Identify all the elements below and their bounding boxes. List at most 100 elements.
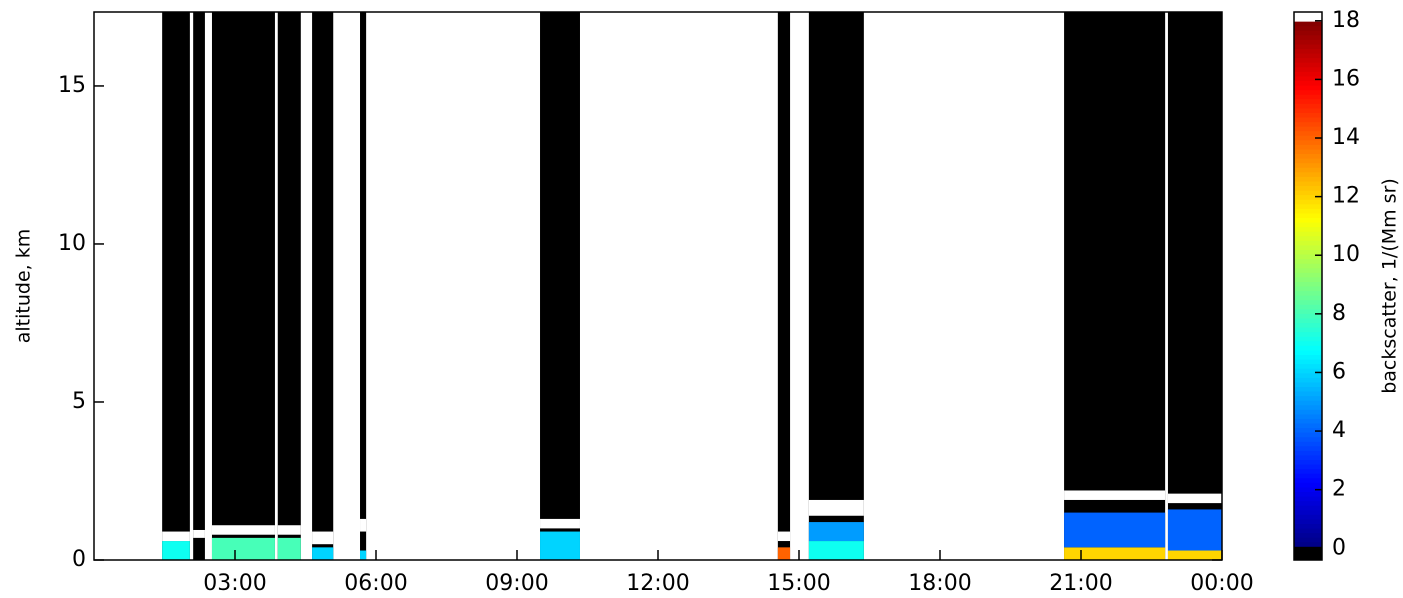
colorbar-step — [1294, 212, 1322, 218]
colorbar-step — [1294, 368, 1322, 374]
colorbar-step — [1294, 263, 1322, 269]
colorbar-step — [1294, 39, 1322, 45]
y-tick-label: 0 — [72, 547, 86, 572]
colorbar-step — [1294, 514, 1322, 520]
y-tick-label: 10 — [58, 231, 86, 256]
colorbar-step — [1294, 496, 1322, 502]
colorbar-step — [1294, 21, 1322, 27]
heatmap-cell — [277, 525, 301, 535]
colorbar-step — [1294, 345, 1322, 351]
colorbar-step — [1294, 30, 1322, 36]
colorbar-step — [1294, 139, 1322, 145]
colorbar-step — [1294, 317, 1322, 324]
heatmap-cell — [540, 531, 580, 560]
colorbar-tick-label: 18 — [1332, 8, 1360, 33]
x-tick-label: 15:00 — [767, 571, 830, 596]
colorbar-step — [1294, 505, 1322, 511]
colorbar-tick-label: 10 — [1332, 242, 1360, 267]
colorbar-step — [1294, 427, 1322, 433]
heatmap-cell — [1064, 512, 1166, 548]
colorbar-step — [1294, 546, 1322, 552]
colorbar-step — [1294, 537, 1322, 543]
colorbar-step — [1294, 550, 1322, 556]
colorbar-step — [1294, 62, 1322, 68]
heatmap-cell — [162, 531, 190, 542]
colorbar-step — [1294, 391, 1322, 397]
heatmap-cell — [211, 12, 275, 560]
colorbar-step — [1294, 194, 1322, 200]
colorbar-step — [1294, 327, 1322, 333]
heatmap-cell — [211, 537, 275, 560]
colorbar-step — [1294, 208, 1322, 214]
heatmap-cell — [312, 12, 334, 560]
colorbar-frame — [1293, 11, 1323, 561]
colorbar-step — [1294, 518, 1322, 524]
colorbar-step — [1294, 162, 1322, 168]
colorbar-step — [1294, 53, 1322, 59]
colorbar-step — [1294, 441, 1322, 447]
heatmap-cell — [808, 541, 864, 560]
heatmap-cell — [777, 547, 791, 560]
y-tick-label: 15 — [58, 73, 86, 98]
colorbar-step — [1294, 359, 1322, 365]
heatmap-cell — [1167, 493, 1222, 504]
x-tick-label: 09:00 — [485, 571, 548, 596]
colorbar-step — [1294, 491, 1322, 497]
colorbar-tick-label: 6 — [1332, 359, 1346, 384]
colorbar-step — [1294, 464, 1322, 470]
heatmap-cell — [777, 12, 791, 560]
colorbar-step — [1294, 555, 1322, 561]
colorbar-step — [1294, 126, 1322, 132]
heatmap-cell — [1167, 509, 1222, 551]
heatmap-cell — [540, 518, 580, 529]
colorbar-step — [1294, 103, 1322, 109]
colorbar-step — [1294, 272, 1322, 278]
colorbar-step — [1294, 523, 1322, 529]
colorbar-step — [1294, 404, 1322, 410]
heatmap-cell — [193, 12, 205, 560]
colorbar-step — [1294, 48, 1322, 54]
colorbar-tick-label: 14 — [1332, 125, 1360, 150]
x-tick-label: 18:00 — [908, 571, 971, 596]
colorbar-step — [1294, 149, 1322, 155]
colorbar-tick-label: 2 — [1332, 477, 1346, 502]
colorbar-step — [1294, 418, 1322, 424]
colorbar-step — [1294, 107, 1322, 113]
heatmap-cell — [808, 499, 864, 516]
colorbar-step — [1294, 66, 1322, 72]
colorbar-step — [1294, 372, 1322, 378]
colorbar-step — [1294, 180, 1322, 187]
colorbar-tick-label: 8 — [1332, 301, 1346, 326]
colorbar-step — [1294, 80, 1322, 86]
colorbar-step — [1294, 43, 1322, 50]
colorbar-step — [1294, 477, 1322, 483]
colorbar-step — [1294, 473, 1322, 479]
colorbar-step — [1294, 121, 1322, 127]
colorbar-step — [1294, 286, 1322, 292]
colorbar-step — [1294, 235, 1322, 241]
colorbar-step — [1294, 349, 1322, 355]
x-tick-label: 03:00 — [203, 571, 266, 596]
colorbar-step — [1294, 281, 1322, 287]
heatmap-cell — [360, 518, 367, 532]
colorbar-step — [1294, 267, 1322, 273]
colorbar-step — [1294, 190, 1322, 196]
colorbar-step — [1294, 336, 1322, 342]
colorbar-step — [1294, 94, 1322, 100]
colorbar-step — [1294, 71, 1322, 77]
colorbar-step — [1294, 240, 1322, 246]
heatmap-cell — [1167, 12, 1222, 560]
colorbar-step — [1294, 532, 1322, 538]
colorbar-step — [1294, 89, 1322, 95]
heatmap-cell — [1064, 547, 1166, 560]
colorbar-step — [1294, 486, 1322, 492]
colorbar-step — [1294, 295, 1322, 301]
colorbar-step — [1294, 436, 1322, 442]
colorbar-step — [1294, 276, 1322, 282]
heatmap-cell — [1167, 550, 1222, 560]
heatmap-cell — [312, 547, 334, 560]
colorbar-step — [1294, 432, 1322, 438]
heatmap-cell — [162, 12, 190, 560]
colorbar-step — [1294, 331, 1322, 337]
colorbar-tick-label: 12 — [1332, 184, 1360, 209]
